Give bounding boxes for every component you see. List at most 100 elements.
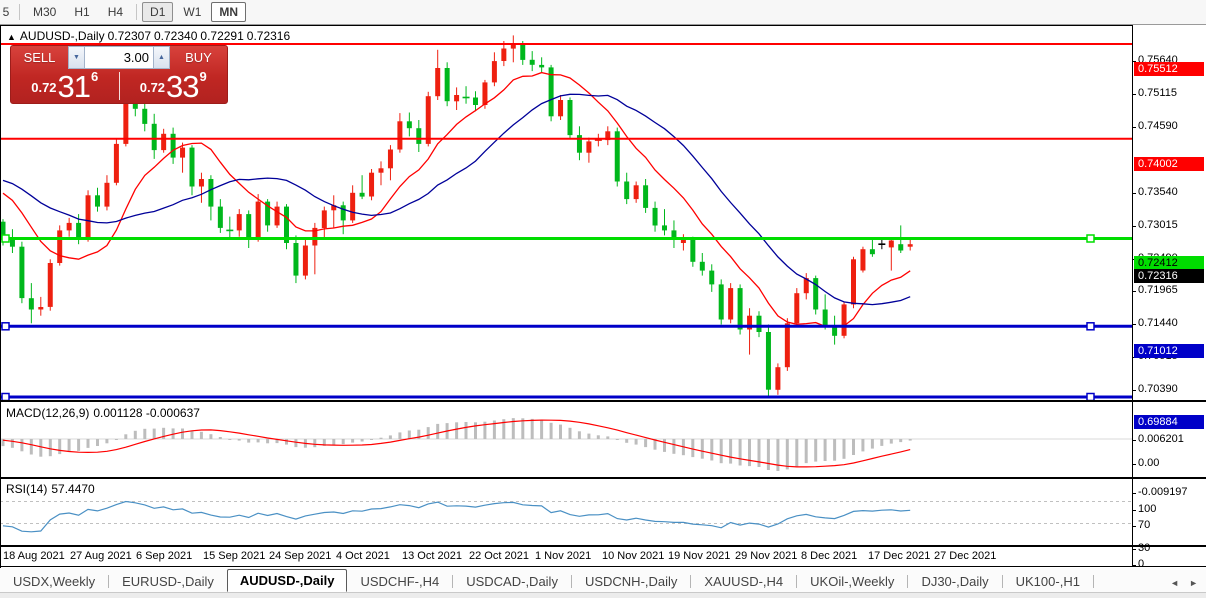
price-tick-label: 0.71965 xyxy=(1138,284,1178,296)
macd-histogram-bar xyxy=(568,427,572,439)
hline-handle[interactable] xyxy=(1,234,10,243)
candle-body xyxy=(57,230,63,263)
candle-body xyxy=(586,141,592,153)
macd-histogram-bar xyxy=(143,428,147,439)
date-axis-label: 4 Oct 2021 xyxy=(336,550,390,562)
candle-body xyxy=(416,128,422,144)
collapse-triangle-icon[interactable]: ▲ xyxy=(7,32,16,42)
buy-button[interactable]: BUY xyxy=(185,50,212,65)
timeframe-button-5[interactable]: 5 xyxy=(2,5,10,19)
hline-handle[interactable] xyxy=(1086,322,1095,331)
chart-tab-eurusd-daily[interactable]: EURUSD-,Daily xyxy=(122,574,214,589)
price-tick-label: 0.74590 xyxy=(1138,120,1178,132)
chart-tab-xauusd-h4[interactable]: XAUUSD-,H4 xyxy=(704,574,784,589)
macd-histogram-bar xyxy=(776,439,780,471)
candle-body xyxy=(510,44,516,49)
sma-fast-line[interactable] xyxy=(2,71,911,328)
timeframe-button-m30[interactable]: M30 xyxy=(33,5,57,19)
panel-separator xyxy=(0,566,1206,567)
chart-canvas[interactable] xyxy=(0,25,1132,567)
chart-tab-ukoil-weekly[interactable]: UKOil-,Weekly xyxy=(810,574,895,589)
volume-increase-button[interactable]: ▲ xyxy=(153,46,170,69)
timeframe-button-h1[interactable]: H1 xyxy=(74,5,90,19)
candle-body xyxy=(76,222,82,240)
price-tick-label: 0.71440 xyxy=(1138,317,1178,329)
macd-histogram-bar xyxy=(492,420,496,439)
tab-scroll-right-icon[interactable]: ► xyxy=(1189,578,1198,588)
timeframe-button-d1[interactable]: D1 xyxy=(142,2,174,22)
candle-body xyxy=(265,201,271,226)
macd-histogram-bar xyxy=(464,422,468,439)
ohlc-high: 0.72340 xyxy=(154,29,198,43)
volume-input[interactable] xyxy=(85,46,153,69)
sell-button[interactable]: SELL xyxy=(23,50,56,65)
macd-histogram-bar xyxy=(483,421,487,439)
hline-handle[interactable] xyxy=(1,322,10,331)
macd-histogram-bar xyxy=(388,435,392,439)
date-axis-label: 22 Oct 2021 xyxy=(469,550,529,562)
candle-body xyxy=(113,143,119,183)
panel-separator[interactable] xyxy=(0,400,1206,402)
macd-histogram-bar xyxy=(256,439,260,443)
tab-separator xyxy=(108,575,110,588)
candle-body xyxy=(576,135,582,153)
chart-tab-audusd-daily[interactable]: AUDUSD-,Daily xyxy=(226,569,348,592)
macd-histogram-bar xyxy=(313,439,317,448)
macd-histogram-bar xyxy=(700,439,704,459)
tab-separator xyxy=(690,575,692,588)
candle-body xyxy=(340,205,346,221)
axis-tick-mark xyxy=(1132,324,1136,325)
buy-price-sup: 9 xyxy=(199,69,207,84)
candle-body xyxy=(331,205,337,211)
macd-histogram-bar xyxy=(663,439,666,452)
sell-price-display[interactable]: 0.72 31 6 xyxy=(11,69,119,103)
candle-body xyxy=(123,100,129,144)
macd-histogram-bar xyxy=(48,439,52,457)
panel-separator[interactable] xyxy=(0,477,1206,479)
macd-histogram-bar xyxy=(889,439,893,444)
chart-tab-uk100-h1[interactable]: UK100-,H1 xyxy=(1015,574,1080,589)
macd-histogram-bar xyxy=(77,439,81,451)
macd-histogram-bar xyxy=(710,439,714,461)
macd-histogram-bar xyxy=(559,424,562,439)
macd-histogram-bar xyxy=(199,431,203,439)
timeframe-button-w1[interactable]: W1 xyxy=(183,5,202,19)
price-tick-label: 0.73015 xyxy=(1138,219,1178,231)
macd-histogram-bar xyxy=(748,439,751,467)
price-axis-border xyxy=(1132,25,1133,567)
candle-body xyxy=(435,68,441,97)
candle-body xyxy=(775,367,781,390)
chart-tab-usdx-weekly[interactable]: USDX,Weekly xyxy=(13,574,96,589)
date-axis-label: 27 Dec 2021 xyxy=(934,550,997,562)
macd-histogram-bar xyxy=(814,439,818,462)
price-divider xyxy=(118,72,120,100)
buy-price-display[interactable]: 0.72 33 9 xyxy=(120,69,228,103)
chart-tab-dj30-daily[interactable]: DJ30-,Daily xyxy=(921,574,989,589)
candle-body xyxy=(822,309,828,326)
toolbar-separator xyxy=(136,4,138,20)
macd-histogram-bar xyxy=(162,427,166,439)
timeframe-button-mn[interactable]: MN xyxy=(211,2,247,22)
macd-histogram-bar xyxy=(407,430,411,439)
chart-tab-usdcnh-daily[interactable]: USDCNH-,Daily xyxy=(584,574,678,589)
volume-decrease-button[interactable]: ▼ xyxy=(68,46,85,69)
sma-slow-line[interactable] xyxy=(2,93,911,306)
price-tick-label: 0.75115 xyxy=(1138,87,1177,99)
candle-body xyxy=(520,44,526,60)
macd-histogram-bar xyxy=(275,439,279,444)
macd-histogram-bar xyxy=(738,439,742,466)
candle-body xyxy=(208,179,214,207)
candle-body xyxy=(671,230,677,240)
hline-handle[interactable] xyxy=(1086,234,1095,243)
candle-body xyxy=(312,227,318,246)
candle-body xyxy=(907,244,913,247)
chart-tab-usdchf-h4[interactable]: USDCHF-,H4 xyxy=(360,574,440,589)
tab-scroll-left-icon[interactable]: ◄ xyxy=(1170,578,1180,588)
macd-histogram-bar xyxy=(436,423,440,439)
chart-tab-usdcad-daily[interactable]: USDCAD-,Daily xyxy=(466,574,558,589)
chart-background[interactable] xyxy=(0,25,1132,567)
macd-histogram-bar xyxy=(67,439,71,452)
chart-title: ▲ AUDUSD-,Daily 0.72307 0.72340 0.72291 0.723… xyxy=(7,29,293,43)
macd-histogram-bar xyxy=(615,439,619,440)
timeframe-button-h4[interactable]: H4 xyxy=(107,5,124,19)
